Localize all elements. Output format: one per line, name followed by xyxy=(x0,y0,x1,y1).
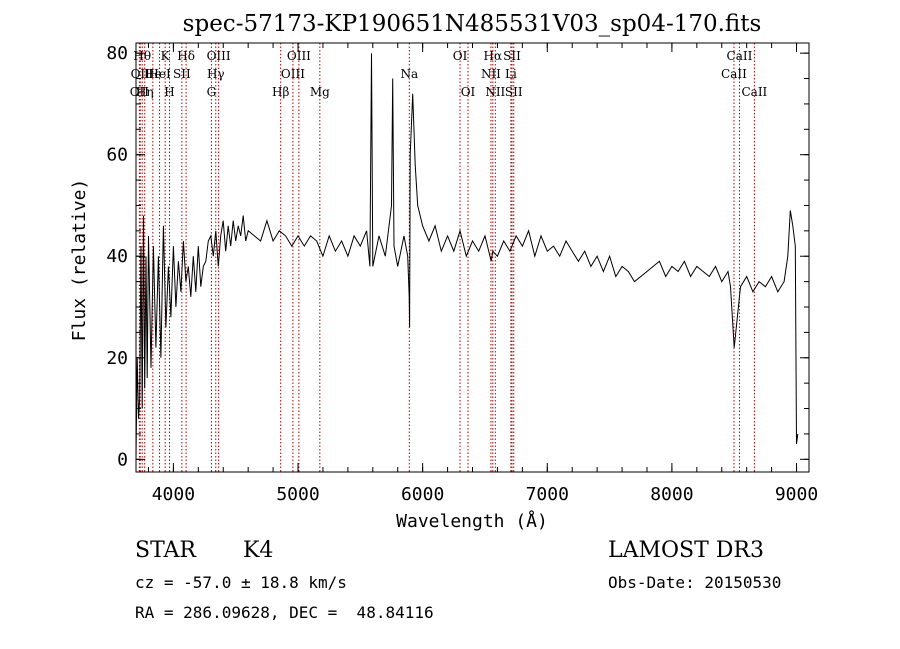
line-marker-label: OIII xyxy=(287,49,311,63)
y-tick-label: 0 xyxy=(117,449,128,470)
y-tick-label: 80 xyxy=(106,43,128,64)
survey-name: LAMOST DR3 xyxy=(608,538,764,563)
line-marker-label: CaII xyxy=(741,85,767,99)
line-marker-label: He xyxy=(144,67,162,81)
line-marker-label: Hβ xyxy=(272,85,289,99)
chart-title: spec-57173-KP190651N485531V03_sp04-170.f… xyxy=(183,11,762,37)
line-marker-label: OIII xyxy=(281,67,305,81)
line-marker-label: Na xyxy=(400,67,418,81)
axis-ticks xyxy=(136,43,809,472)
line-marker-label: H xyxy=(164,85,174,99)
x-tick-label: 7000 xyxy=(526,484,569,505)
y-tick-label: 60 xyxy=(106,145,128,166)
object-class: STAR xyxy=(135,538,196,563)
x-axis-label: Wavelength (Å) xyxy=(396,510,548,532)
x-tick-label: 5000 xyxy=(276,484,319,505)
y-axis-label: Flux (relative) xyxy=(69,179,90,342)
redshift-cz: cz = -57.0 ± 18.8 km/s xyxy=(135,573,347,592)
line-marker-label: OII xyxy=(131,67,151,81)
line-marker-label: Hθ xyxy=(133,49,151,63)
line-marker-label: SII xyxy=(505,85,523,99)
observation-date: Obs-Date: 20150530 xyxy=(608,573,782,592)
coordinates: RA = 286.09628, DEC = 48.84116 xyxy=(135,603,434,622)
line-marker-label: OIII xyxy=(207,49,231,63)
line-marker-label: Hδ xyxy=(177,49,195,63)
line-marker-label: SII xyxy=(503,49,521,63)
line-marker-label: Li xyxy=(505,67,517,81)
line-marker-label: Hα xyxy=(484,49,503,63)
line-marker-label: CaII xyxy=(721,67,747,81)
line-marker-label: Hγ xyxy=(207,67,225,81)
x-tick-label: 4000 xyxy=(152,484,195,505)
axis-tick-labels: 4000 5000 6000 7000 8000 9000 0 20 40 60 80 xyxy=(106,43,818,505)
line-marker-label: OI xyxy=(453,49,468,63)
line-marker-label: SII xyxy=(173,67,191,81)
x-tick-label: 8000 xyxy=(650,484,693,505)
line-marker-label: K xyxy=(161,49,171,63)
line-marker-label: NII xyxy=(485,85,505,99)
object-subclass: K4 xyxy=(243,538,274,563)
line-marker-label: NII xyxy=(481,67,501,81)
line-marker-label: G xyxy=(207,85,217,99)
x-tick-label: 9000 xyxy=(775,484,818,505)
plot-frame xyxy=(135,42,810,473)
line-marker-label: HeI xyxy=(148,67,171,81)
line-marker-label: OI xyxy=(461,85,476,99)
line-marker-label: OII xyxy=(130,85,150,99)
line-marker-label: Hη xyxy=(136,85,154,99)
y-tick-label: 40 xyxy=(106,246,128,267)
line-marker-label: Mg xyxy=(310,85,330,99)
spectrum-line xyxy=(135,53,799,460)
line-marker-label: CaII xyxy=(727,49,753,63)
line-markers xyxy=(138,43,755,472)
y-tick-label: 20 xyxy=(106,348,128,369)
x-tick-label: 6000 xyxy=(401,484,444,505)
